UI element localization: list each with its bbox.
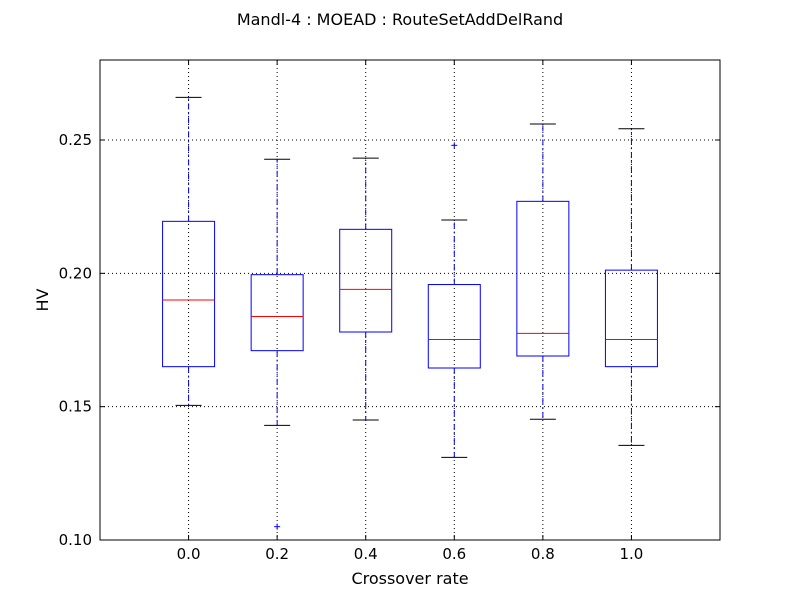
box-group (250, 158, 304, 530)
x-tick-label: 0.2 (265, 545, 289, 563)
x-tick-label: 1.0 (619, 545, 643, 563)
box-group (516, 123, 570, 420)
x-axis-label: Crossover rate (351, 569, 468, 588)
y-tick-label: 0.10 (59, 531, 92, 549)
iqr-box (516, 200, 570, 357)
box-group (604, 128, 658, 446)
x-tick-label: 0.0 (177, 545, 201, 563)
y-tick-label: 0.15 (59, 398, 92, 416)
plot-area-frame (99, 59, 721, 541)
axis-ticks: 0.10 0.15 0.20 0.25 0.0 0.2 0.4 0.6 0.8 1.0 (59, 60, 720, 563)
box-group (162, 96, 216, 406)
iqr-box (604, 269, 658, 368)
box-series (162, 96, 658, 530)
flier-point (274, 523, 281, 530)
iqr-box (250, 274, 304, 352)
y-axis-label: HV (33, 288, 52, 311)
iqr-box (162, 220, 216, 368)
x-tick-label: 0.6 (442, 545, 466, 563)
flier-point (451, 142, 458, 149)
chart-title: Mandl-4 : MOEAD : RouteSetAddDelRand (237, 10, 563, 29)
box-group (427, 142, 481, 458)
iqr-box (427, 284, 481, 369)
x-tick-label: 0.4 (354, 545, 378, 563)
iqr-box (339, 228, 393, 333)
x-tick-label: 0.8 (531, 545, 555, 563)
y-tick-label: 0.20 (59, 264, 92, 282)
box-group (339, 157, 393, 421)
y-tick-label: 0.25 (59, 131, 92, 149)
